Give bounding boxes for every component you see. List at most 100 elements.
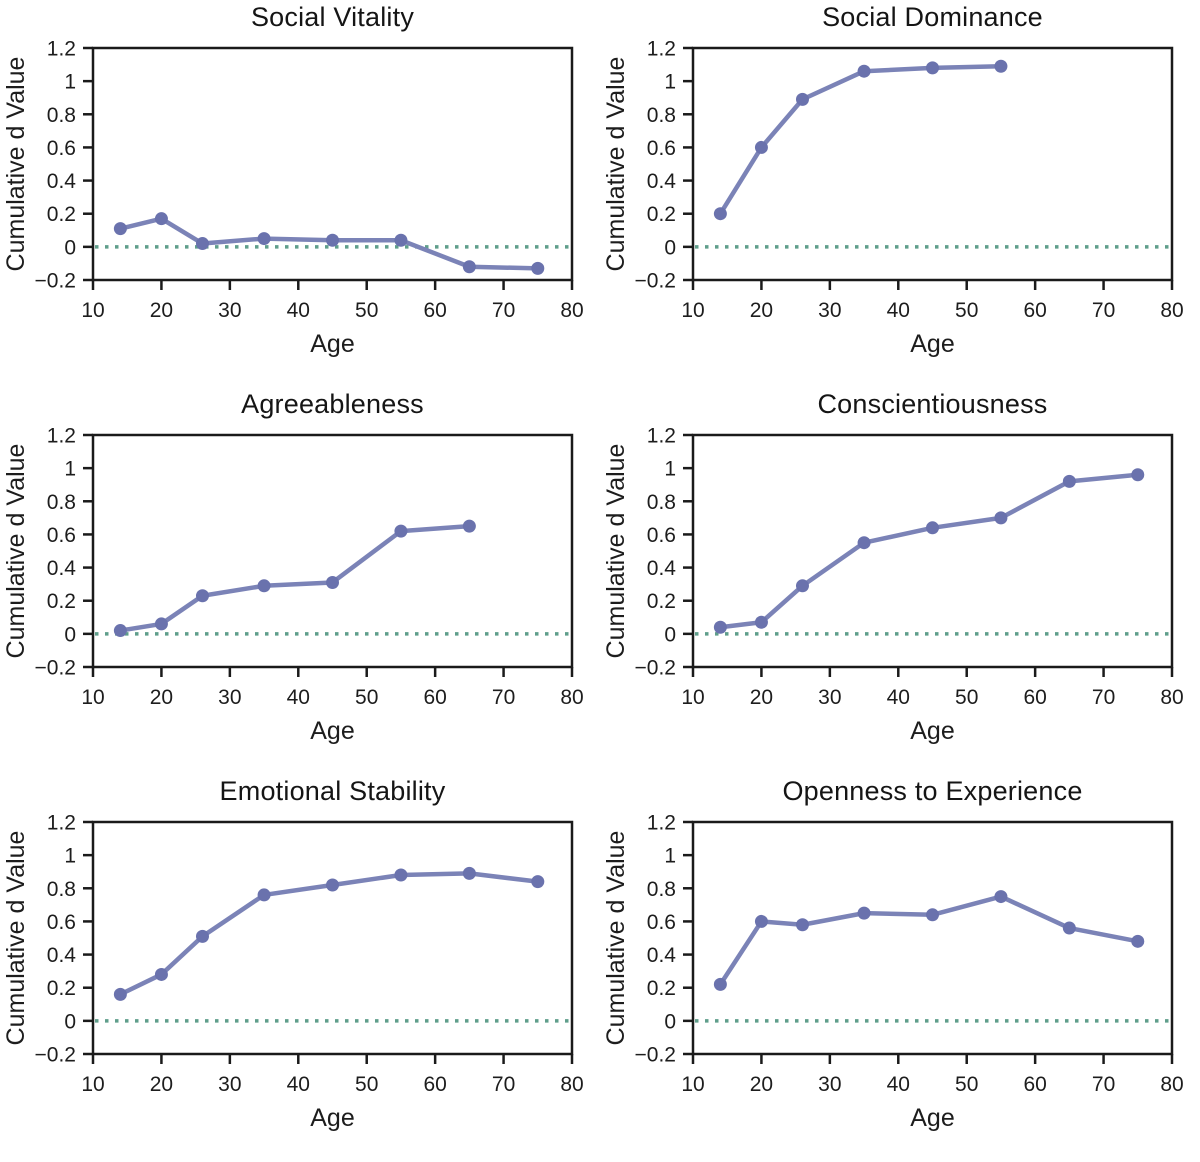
x-tick-label: 10 [81,686,104,709]
y-tick-label: 1.2 [47,812,76,835]
x-tick-label: 30 [818,299,841,322]
data-point [994,59,1008,73]
x-tick-label: 40 [887,1073,910,1096]
x-tick-label: 70 [1092,1073,1115,1096]
y-tick-label: 0.4 [47,557,77,580]
x-tick-label: 80 [560,686,583,709]
data-line [118,216,541,271]
data-point [754,615,768,629]
y-tick-label: 1 [64,71,76,94]
y-tick-label: 1.2 [47,425,76,448]
y-tick-label: 0 [64,623,76,646]
y-tick-label: 0.4 [647,170,677,193]
x-tick-label: 10 [681,299,704,322]
x-tick-label: 60 [423,299,446,322]
data-point [754,914,768,928]
y-tick-label: 1.2 [47,38,76,61]
chart-openness-to-experience: 1.2 1 0.8 0.6 0.4 0.2 0 −0.2 10 20 30 40 50 60 70 80 Age… [600,774,1200,1161]
x-axis-label: Age [310,330,354,358]
line-plot-openness-to-experience: 1.2 1 0.8 0.6 0.4 0.2 0 −0.210 20 30 40 50 60 70 80 Age… [602,812,1184,1133]
y-tick-label: 1.2 [647,38,676,61]
data-point [326,878,339,892]
chart-social-dominance: 1.2 1 0.8 0.6 0.4 0.2 0 −0.2 10 20 30 40 50 60 70 80 Age… [600,0,1200,387]
y-axis-label: Cumulative d Value [602,831,630,1046]
x-tick-label: 50 [355,1073,378,1096]
y-tick-label: 1 [664,71,676,94]
data-line [118,871,541,997]
data-point [1062,474,1076,488]
y-tick-label: −0.2 [35,657,76,680]
x-axis-label: Age [910,330,954,358]
chart-title: Emotional Stability [219,776,446,806]
data-point [713,620,727,634]
y-axis-label: Cumulative d Value [2,57,30,272]
data-point [1131,934,1145,948]
y-axis-label: Cumulative d Value [2,831,30,1046]
chart-title: Agreeableness [241,389,424,419]
data-line [718,894,1141,987]
data-point [326,233,339,247]
x-tick-label: 40 [287,1073,310,1096]
data-point [326,575,339,589]
y-tick-label: 0.2 [47,203,76,226]
y-tick-label: 0.6 [47,911,76,934]
chart-title: Social Vitality [250,2,415,32]
data-point [394,868,408,882]
data-point [994,890,1008,904]
chart-title: Openness to Experience [782,776,1083,806]
x-tick-label: 10 [81,299,104,322]
chart-agreeableness: 1.2 1 0.8 0.6 0.4 0.2 0 −0.2 10 20 30 40 50 60 70 80 Age… [0,387,600,774]
line-plot-social-vitality: 1.2 1 0.8 0.6 0.4 0.2 0 −0.210 20 30 40 50 60 70 80 Age… [2,38,584,359]
data-point [257,232,271,246]
data-point [857,906,871,920]
data-point [154,212,168,226]
x-tick-label: 60 [423,1073,446,1096]
data-point [154,617,168,631]
x-axis-label: Age [910,1104,954,1132]
data-point [857,64,871,78]
data-point [462,866,476,880]
plot-frame [691,433,1174,669]
data-point [462,260,476,274]
data-point [1131,468,1145,482]
y-tick-label: −0.2 [635,270,676,293]
y-tick-label: 0.4 [647,557,677,580]
y-tick-label: 0.6 [647,911,676,934]
y-tick-label: 0.6 [47,524,76,547]
y-tick-label: 0 [664,1010,676,1033]
chart-conscientiousness: 1.2 1 0.8 0.6 0.4 0.2 0 −0.2 10 20 30 40 50 60 70 80 Age… [600,387,1200,774]
x-tick-label: 20 [150,1073,173,1096]
y-tick-label: 0.2 [47,977,76,1000]
data-point [195,929,209,943]
x-tick-label: 70 [492,299,515,322]
line-plot-conscientiousness: 1.2 1 0.8 0.6 0.4 0.2 0 −0.210 20 30 40 50 60 70 80 Age… [602,425,1184,746]
y-tick-label: 0.8 [47,878,76,901]
y-tick-label: 0.8 [47,104,76,127]
chart-title: Conscientiousness [817,389,1048,419]
y-tick-label: −0.2 [635,1044,676,1067]
x-axis-label: Age [310,717,354,745]
data-point [394,233,408,247]
y-tick-label: 0.6 [647,137,676,160]
y-tick-label: 0.6 [647,524,676,547]
data-point [113,987,127,1001]
y-tick-label: 0.4 [47,170,77,193]
x-tick-label: 80 [1160,686,1183,709]
line-plot-emotional-stability: 1.2 1 0.8 0.6 0.4 0.2 0 −0.210 20 30 40 50 60 70 80 Age… [2,812,584,1133]
data-line [718,472,1141,630]
y-tick-label: 0.2 [647,203,676,226]
y-tick-label: 1 [664,845,676,868]
y-tick-label: 0.2 [47,590,76,613]
x-tick-label: 50 [955,1073,978,1096]
y-tick-label: 1.2 [647,812,676,835]
data-point [257,888,271,902]
x-tick-label: 50 [355,686,378,709]
y-tick-label: 1 [64,458,76,481]
y-tick-label: 0 [64,1010,76,1033]
plot-frame [691,820,1174,1056]
y-tick-label: 0.8 [647,104,676,127]
x-tick-label: 40 [287,299,310,322]
plot-frame [91,433,574,669]
chart-social-vitality: 1.2 1 0.8 0.6 0.4 0.2 0 −0.2 10 20 30 40 50 60 70 80 Age… [0,0,600,387]
